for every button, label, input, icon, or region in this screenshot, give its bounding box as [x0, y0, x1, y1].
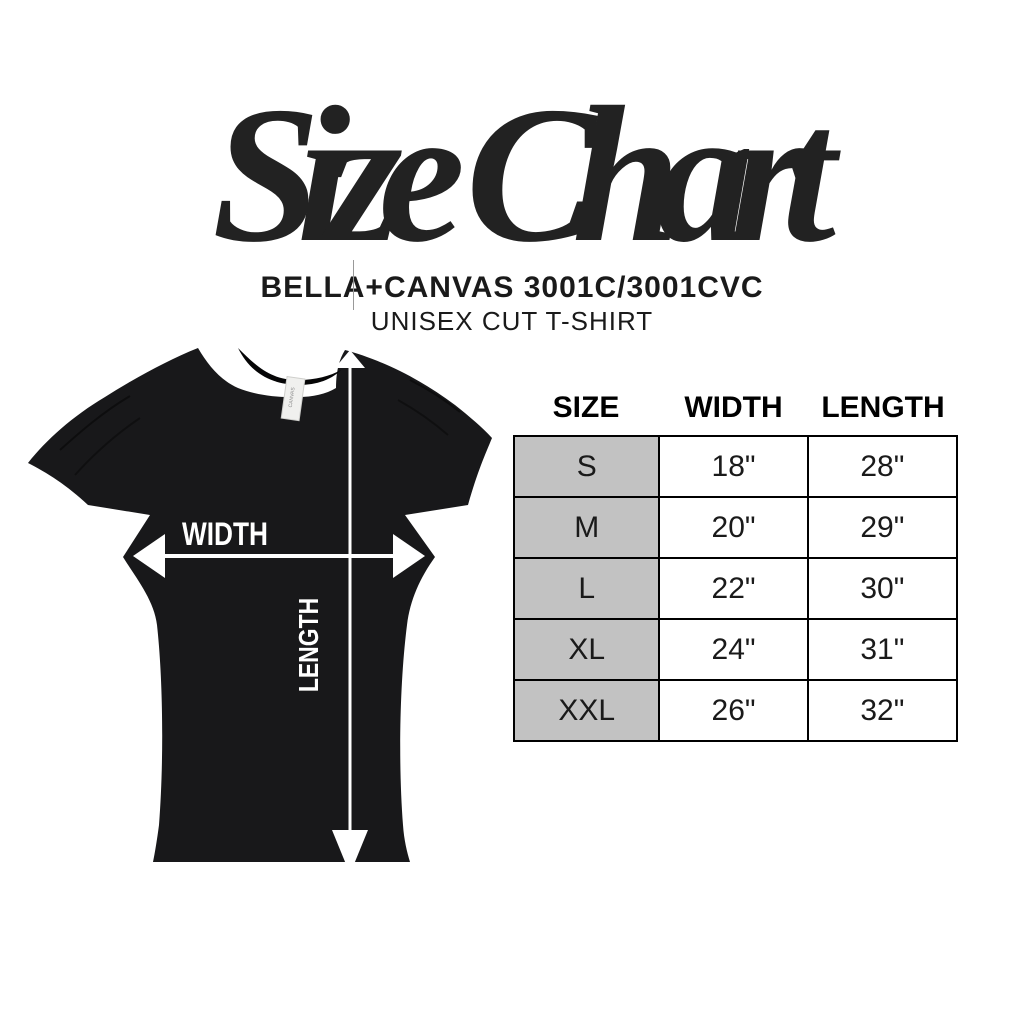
svg-text:WIDTH: WIDTH: [182, 518, 268, 553]
svg-text:LENGTH: LENGTH: [294, 598, 325, 692]
